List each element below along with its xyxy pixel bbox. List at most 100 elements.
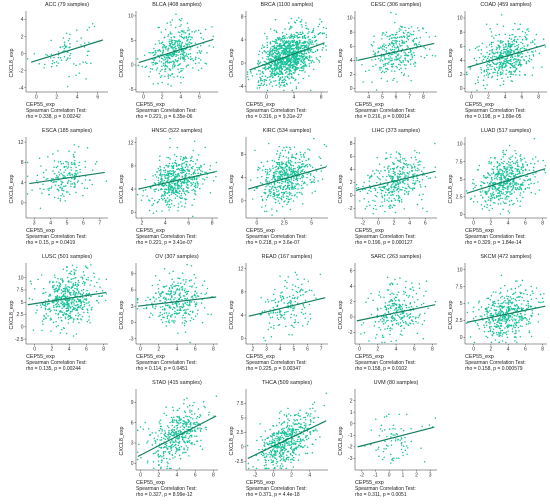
data-point — [164, 188, 166, 191]
data-point — [164, 46, 166, 48]
data-point — [400, 71, 403, 74]
data-point — [144, 66, 147, 69]
y-axis-label: CXCL8_exp — [338, 48, 344, 78]
data-point — [505, 60, 507, 62]
data-point — [284, 184, 287, 187]
test-label: Spearman Correlation Test: — [136, 108, 197, 114]
data-point — [397, 178, 399, 180]
panel-title: BRCA (1100 samples) — [260, 2, 314, 8]
data-point — [29, 280, 32, 282]
data-point — [271, 62, 274, 65]
data-point — [296, 196, 298, 198]
data-point — [473, 200, 475, 203]
data-point — [285, 171, 288, 174]
data-point — [209, 164, 212, 167]
data-point — [276, 31, 278, 34]
data-point — [384, 64, 386, 67]
data-point — [310, 50, 312, 52]
data-point — [325, 145, 328, 148]
data-point — [286, 192, 288, 194]
data-point — [507, 188, 509, 191]
data-point — [500, 190, 503, 193]
data-point — [54, 180, 56, 183]
data-point — [488, 44, 491, 46]
data-point — [141, 65, 144, 68]
data-point — [283, 83, 286, 86]
data-point — [374, 52, 376, 54]
data-point — [420, 160, 422, 163]
data-point — [159, 70, 162, 72]
data-point — [498, 67, 501, 69]
data-point — [389, 56, 391, 58]
data-point — [508, 180, 510, 182]
data-point — [526, 175, 529, 177]
data-point — [362, 189, 364, 191]
data-point — [532, 169, 535, 172]
data-point — [75, 304, 77, 307]
data-point — [379, 69, 381, 71]
data-point — [273, 56, 275, 59]
data-point — [173, 54, 175, 57]
data-point — [289, 58, 291, 61]
data-point — [487, 190, 489, 193]
data-point — [154, 53, 156, 55]
data-point — [264, 32, 266, 35]
data-point — [500, 203, 502, 205]
data-point — [297, 161, 299, 164]
data-point — [67, 162, 69, 164]
x-axis-label: CEP55_exp — [465, 102, 494, 108]
data-point — [405, 191, 408, 193]
data-point — [478, 45, 480, 48]
data-point — [381, 205, 384, 207]
data-point — [256, 87, 259, 89]
data-point — [292, 179, 295, 182]
data-point — [418, 152, 421, 154]
data-point — [257, 61, 260, 63]
data-point — [264, 171, 267, 173]
data-point — [312, 175, 315, 178]
data-point — [295, 157, 297, 160]
data-point — [480, 204, 483, 206]
data-point — [481, 197, 484, 199]
data-point — [179, 56, 182, 58]
data-point — [261, 206, 263, 208]
data-point — [277, 193, 279, 196]
data-point — [41, 192, 43, 194]
data-point — [484, 56, 486, 59]
data-point — [148, 199, 150, 201]
data-point — [187, 27, 189, 29]
data-point — [191, 30, 193, 33]
data-point — [193, 185, 196, 188]
data-point — [325, 49, 328, 51]
data-point — [500, 177, 503, 179]
data-point — [192, 59, 195, 62]
data-point — [189, 55, 192, 58]
y-tick-label: 2 — [350, 180, 353, 186]
data-point — [257, 166, 260, 169]
data-point — [288, 73, 290, 76]
data-point — [286, 165, 289, 167]
data-point — [302, 153, 305, 156]
data-point — [168, 194, 171, 197]
data-point — [288, 70, 291, 73]
data-point — [522, 165, 524, 167]
data-point — [85, 302, 87, 304]
data-point — [274, 49, 277, 52]
data-point — [505, 196, 507, 199]
data-point — [271, 48, 274, 51]
data-point — [372, 65, 374, 68]
data-point — [319, 31, 322, 34]
data-point — [502, 170, 504, 173]
data-point — [195, 178, 198, 181]
data-point — [191, 179, 194, 181]
data-point — [295, 86, 298, 88]
data-point — [154, 173, 157, 176]
data-point — [276, 163, 279, 165]
data-point — [277, 37, 280, 40]
data-point — [167, 61, 169, 64]
data-point — [498, 183, 501, 186]
data-point — [499, 195, 501, 197]
data-point — [375, 169, 378, 171]
data-point — [289, 60, 292, 63]
